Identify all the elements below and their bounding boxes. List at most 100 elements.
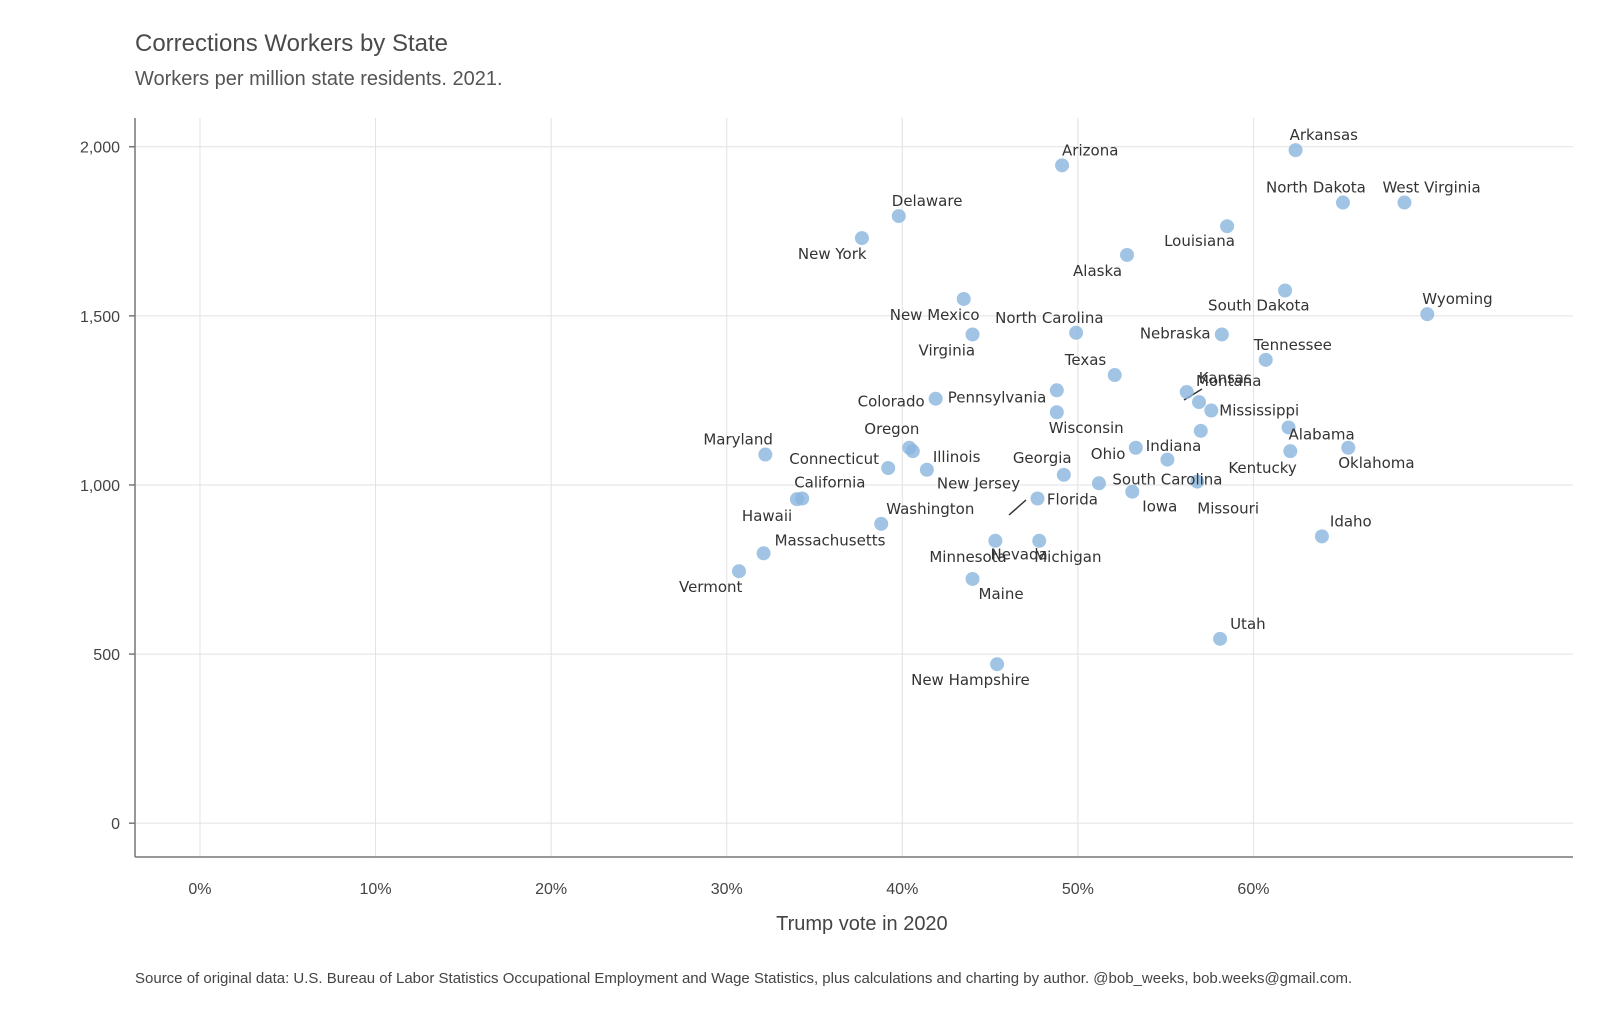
- point-label: Oregon: [864, 420, 919, 438]
- data-point: [1055, 158, 1070, 173]
- point-label: Florida: [1047, 490, 1098, 508]
- point-label: Ohio: [1091, 445, 1126, 463]
- point-label: Idaho: [1330, 512, 1372, 530]
- data-point: [1288, 143, 1303, 158]
- y-tick-label: 2,000: [80, 140, 120, 157]
- data-point: [965, 327, 980, 342]
- data-point: [1204, 403, 1219, 418]
- y-tick-label: 1,000: [80, 478, 120, 495]
- data-point: [1056, 467, 1071, 482]
- x-tick-label: 40%: [886, 881, 918, 898]
- point-label: Tennessee: [1253, 336, 1332, 354]
- point-labels: Arkansas Arizona West Virginia North Dakota…: [679, 126, 1493, 689]
- chart-subtitle: Workers per million state residents. 202…: [135, 68, 503, 90]
- data-point: [881, 461, 896, 476]
- data-point: [758, 447, 773, 462]
- x-tick-label: 60%: [1237, 881, 1269, 898]
- point-label: Alabama: [1289, 425, 1355, 443]
- data-point: [1283, 444, 1298, 459]
- point-label: Massachusetts: [775, 531, 886, 549]
- x-tick-label: 50%: [1062, 881, 1094, 898]
- data-point: [1314, 529, 1329, 544]
- chart-title: Corrections Workers by State: [135, 30, 448, 57]
- point-label: Illinois: [933, 448, 981, 466]
- data-point: [965, 571, 980, 586]
- data-point: [854, 231, 869, 246]
- data-point: [874, 516, 889, 531]
- point-label: Alaska: [1073, 262, 1122, 280]
- x-tick-label: 10%: [360, 881, 392, 898]
- data-point: [1069, 325, 1084, 340]
- data-point: [1220, 219, 1235, 234]
- point-label: Kansas: [1199, 369, 1252, 387]
- point-label: Washington: [886, 500, 974, 518]
- data-point: [990, 657, 1005, 672]
- point-label: Maryland: [703, 431, 773, 449]
- data-point: [1213, 631, 1228, 646]
- point-label: Pennsylvania: [948, 388, 1047, 406]
- data-point: [1278, 283, 1293, 298]
- point-label: Nevada: [990, 545, 1047, 563]
- point-label: Vermont: [679, 578, 743, 596]
- point-label: Indiana: [1146, 437, 1202, 455]
- point-label: Connecticut: [789, 450, 879, 468]
- data-point: [1030, 491, 1045, 506]
- data-point: [1192, 395, 1207, 410]
- point-label: Missouri: [1197, 500, 1259, 518]
- data-point: [928, 391, 943, 406]
- point-label: New Jersey: [937, 475, 1020, 493]
- point-label: Texas: [1064, 351, 1107, 369]
- data-point: [956, 291, 971, 306]
- point-label: Colorado: [858, 393, 925, 411]
- point-label: Delaware: [892, 192, 963, 210]
- data-point: [1160, 452, 1175, 467]
- data-point: [1107, 368, 1122, 383]
- data-point: [905, 444, 920, 459]
- data-point: [1281, 420, 1296, 435]
- data-point: [1397, 195, 1412, 210]
- x-tick-label: 20%: [535, 881, 567, 898]
- point-label: Iowa: [1142, 498, 1177, 516]
- data-point: [1335, 195, 1350, 210]
- y-tick-label: 0: [111, 816, 120, 833]
- point-label: Georgia: [1013, 449, 1072, 467]
- point-label: Kentucky: [1228, 459, 1297, 477]
- point-label: Maine: [979, 585, 1024, 603]
- x-tick-label: 0%: [188, 881, 211, 898]
- point-label: West Virginia: [1382, 179, 1480, 197]
- point-label: Arkansas: [1290, 126, 1359, 144]
- data-point: [1341, 440, 1356, 455]
- data-point: [1049, 405, 1064, 420]
- point-label: Wyoming: [1422, 290, 1492, 308]
- data-point: [1179, 384, 1194, 399]
- point-label: Hawaii: [742, 507, 792, 525]
- data-point: [1120, 247, 1135, 262]
- point-label: Mississippi: [1219, 402, 1299, 420]
- gridlines: [135, 118, 1573, 857]
- y-tick-label: 1,500: [80, 309, 120, 326]
- point-label: Louisiana: [1164, 232, 1235, 250]
- data-point: [1128, 440, 1143, 455]
- data-point: [1420, 307, 1435, 322]
- point-label: Michigan: [1034, 548, 1101, 566]
- point-label: North Carolina: [995, 309, 1103, 327]
- point-label: Nebraska: [1140, 324, 1211, 342]
- point-label: Montana: [1196, 372, 1261, 390]
- data-point: [731, 564, 746, 579]
- point-label: Arizona: [1062, 141, 1118, 159]
- point-label: New Hampshire: [911, 671, 1030, 689]
- point-label: Utah: [1230, 615, 1266, 633]
- point-label: Minnesota: [929, 548, 1006, 566]
- data-point: [1190, 474, 1205, 489]
- data-point: [1214, 327, 1229, 342]
- data-point: [1091, 476, 1106, 491]
- data-point: [756, 546, 771, 561]
- point-label: South Carolina: [1112, 471, 1222, 489]
- axes: [129, 118, 1573, 858]
- data-point: [1049, 383, 1064, 398]
- label-leader-line: [1008, 499, 1027, 516]
- data-point: [789, 492, 804, 507]
- x-axis-title: Trump vote in 2020: [776, 913, 948, 935]
- data-point: [1193, 423, 1208, 438]
